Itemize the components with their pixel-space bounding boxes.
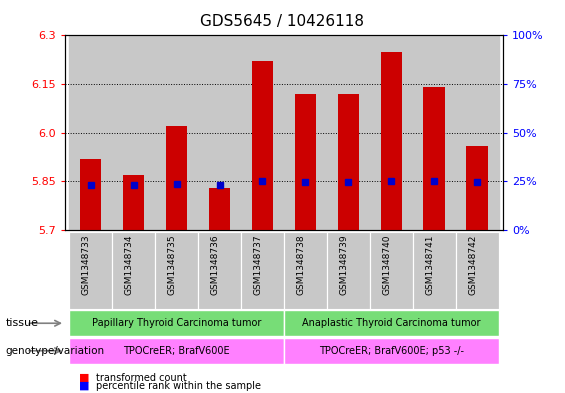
Bar xyxy=(198,232,241,309)
Text: GSM1348734: GSM1348734 xyxy=(125,234,134,295)
Text: GSM1348738: GSM1348738 xyxy=(297,234,305,295)
Text: GSM1348736: GSM1348736 xyxy=(211,234,220,295)
Bar xyxy=(466,145,488,230)
Bar xyxy=(337,94,359,230)
Text: transformed count: transformed count xyxy=(96,373,187,383)
Bar xyxy=(198,35,241,230)
Bar xyxy=(423,87,445,230)
Text: GSM1348737: GSM1348737 xyxy=(254,234,263,295)
Bar xyxy=(155,35,198,230)
Text: Anaplastic Thyroid Carcinoma tumor: Anaplastic Thyroid Carcinoma tumor xyxy=(302,318,480,328)
Bar xyxy=(80,158,102,230)
Text: GSM1348735: GSM1348735 xyxy=(168,234,177,295)
Bar xyxy=(69,338,284,364)
Text: Papillary Thyroid Carcinoma tumor: Papillary Thyroid Carcinoma tumor xyxy=(92,318,261,328)
Bar xyxy=(370,35,412,230)
Bar xyxy=(370,232,412,309)
Bar xyxy=(241,232,284,309)
Bar xyxy=(69,232,112,309)
Text: GSM1348740: GSM1348740 xyxy=(383,234,391,295)
Bar xyxy=(294,94,316,230)
Bar xyxy=(155,232,198,309)
Text: genotype/variation: genotype/variation xyxy=(6,346,105,356)
Bar xyxy=(112,35,155,230)
Text: TPOCreER; BrafV600E: TPOCreER; BrafV600E xyxy=(123,346,230,356)
Text: ■: ■ xyxy=(79,381,90,391)
Bar xyxy=(112,232,155,309)
Bar xyxy=(327,232,370,309)
Bar xyxy=(327,35,370,230)
Bar xyxy=(284,310,498,336)
Text: GSM1348733: GSM1348733 xyxy=(82,234,91,295)
Bar xyxy=(284,232,327,309)
Bar xyxy=(69,310,284,336)
Bar xyxy=(209,188,231,230)
Text: tissue: tissue xyxy=(6,318,38,328)
Bar xyxy=(380,51,402,230)
Text: GSM1348739: GSM1348739 xyxy=(340,234,348,295)
Text: TPOCreER; BrafV600E; p53 -/-: TPOCreER; BrafV600E; p53 -/- xyxy=(319,346,464,356)
Bar xyxy=(412,232,455,309)
Bar xyxy=(166,126,188,230)
Bar xyxy=(455,232,498,309)
Text: ■: ■ xyxy=(79,373,90,383)
Text: GSM1348742: GSM1348742 xyxy=(468,234,477,294)
Bar xyxy=(69,35,112,230)
Bar xyxy=(284,338,498,364)
Bar xyxy=(455,35,498,230)
Bar xyxy=(284,35,327,230)
Bar xyxy=(412,35,455,230)
Bar xyxy=(123,175,145,230)
Bar xyxy=(241,35,284,230)
Bar xyxy=(252,61,273,230)
Text: GSM1348741: GSM1348741 xyxy=(425,234,434,295)
Text: percentile rank within the sample: percentile rank within the sample xyxy=(96,381,261,391)
Text: GDS5645 / 10426118: GDS5645 / 10426118 xyxy=(201,14,364,29)
